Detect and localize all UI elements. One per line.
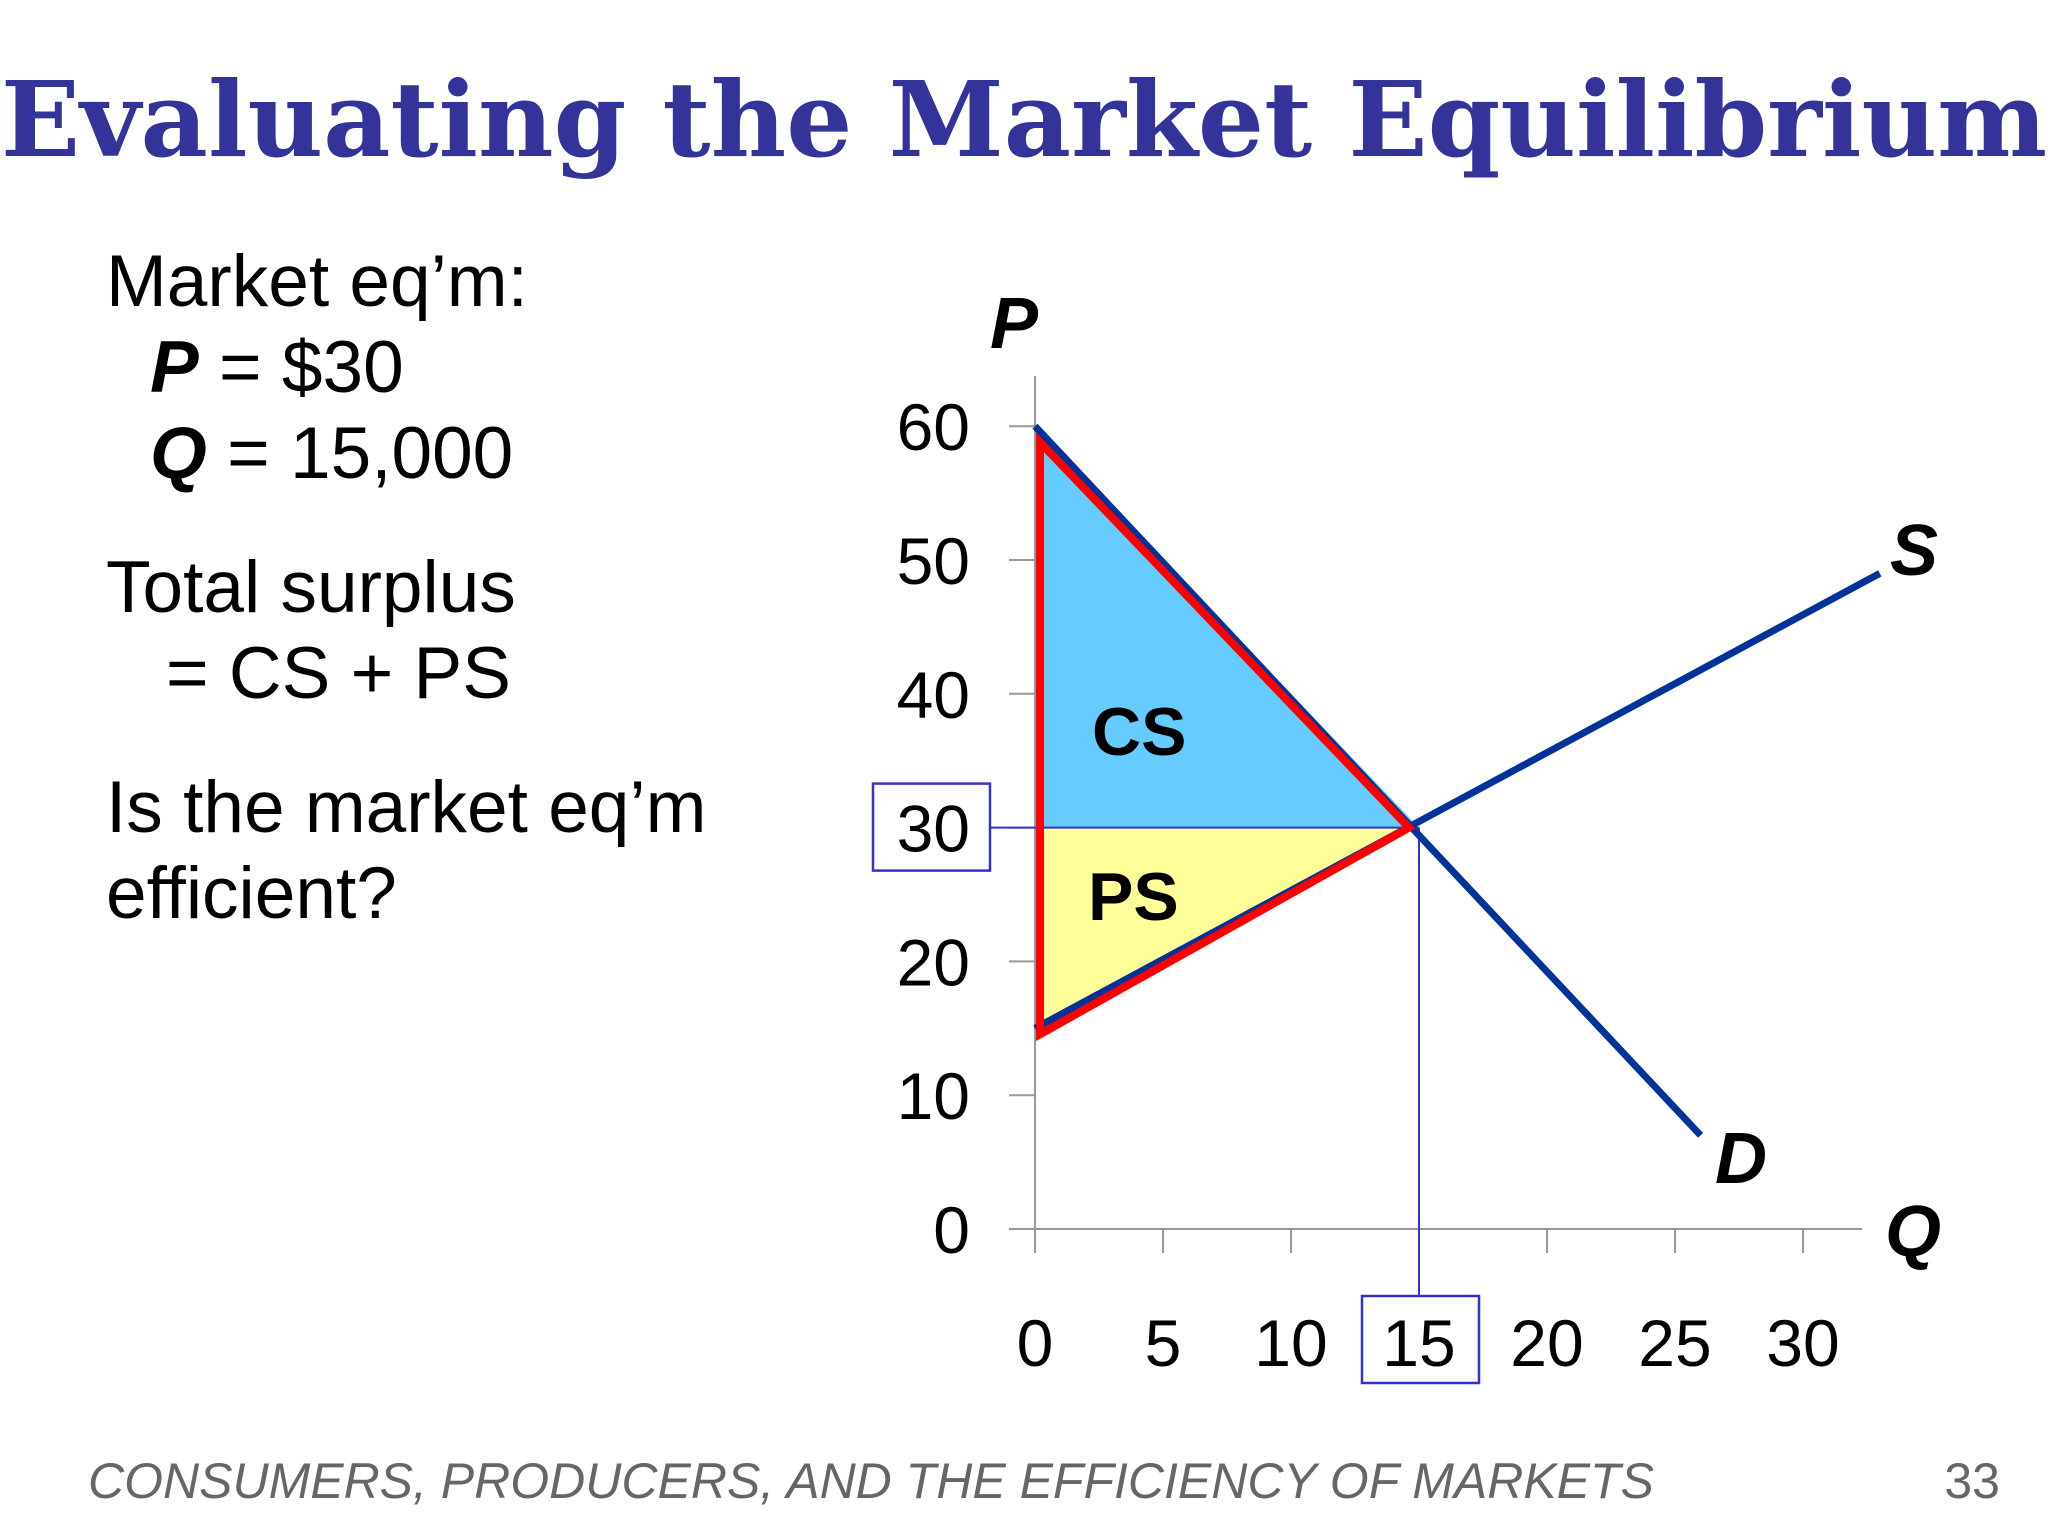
total-surplus-formula: = CS + PS — [166, 633, 511, 714]
y-tick-label: 60 — [897, 390, 970, 464]
market-eqm-label: Market eq’m: — [106, 241, 528, 322]
y-tick-label: 20 — [897, 925, 970, 999]
page-number: 33 — [1944, 1453, 2000, 1509]
price-line: P = $30 — [150, 326, 404, 409]
total-surplus-label: Total surplus — [106, 547, 516, 628]
total-surplus-outline — [1036, 432, 1416, 1042]
quantity-highlight-box — [1360, 1294, 1481, 1385]
ps-label: PS — [1088, 859, 1179, 935]
x-tick-label: 0 — [1017, 1306, 1054, 1380]
x-tick-label: 20 — [1510, 1306, 1583, 1380]
y-tick-label: 0 — [933, 1193, 970, 1267]
demand-label: D — [1715, 1119, 1767, 1199]
slide-title: Evaluating the Market Equilibrium — [0, 58, 2048, 181]
y-tick-label: 40 — [897, 658, 970, 732]
quantity-line: Q = 15,000 — [150, 412, 513, 495]
y-tick-label: 30 — [897, 792, 970, 866]
price-highlight-box — [871, 782, 992, 872]
slide-footer: CONSUMERS, PRODUCERS, AND THE EFFICIENCY… — [88, 1453, 1654, 1509]
supply-label: S — [1890, 511, 1938, 591]
quantity-symbol: Q — [150, 413, 207, 494]
x-tick-label: 5 — [1145, 1306, 1182, 1380]
y-tick-label: 50 — [897, 524, 970, 598]
x-tick-label: 15 — [1382, 1306, 1455, 1380]
x-tick-label: 30 — [1766, 1306, 1839, 1380]
x-tick-label: 10 — [1254, 1306, 1327, 1380]
supply-curve — [1033, 570, 1882, 1032]
y-axis-title: P — [990, 284, 1039, 364]
question-line-2: efficient? — [106, 853, 397, 934]
y-tick-label: 10 — [897, 1059, 970, 1133]
x-axis-title: Q — [1885, 1192, 1941, 1272]
x-tick-label: 25 — [1638, 1306, 1711, 1380]
question-line-1: Is the market eq’m — [106, 767, 707, 848]
price-symbol: P — [150, 327, 199, 408]
quantity-value: = 15,000 — [206, 413, 514, 494]
cs-label: CS — [1092, 694, 1186, 770]
price-value: = $30 — [198, 327, 404, 408]
